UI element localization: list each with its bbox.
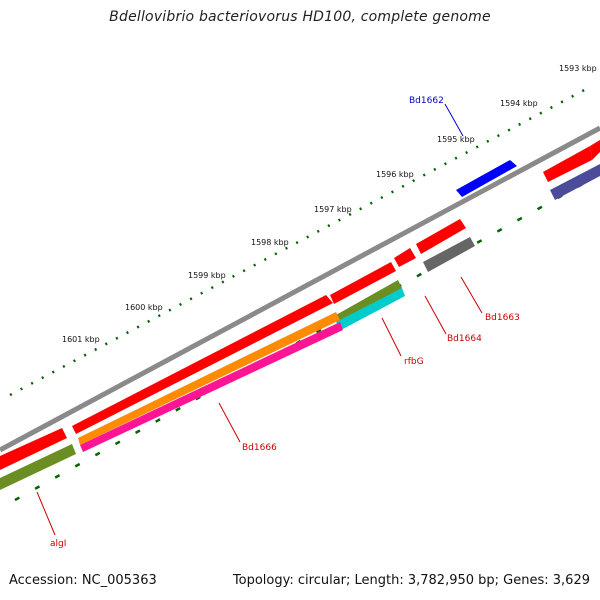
leader-algi bbox=[36, 491, 56, 536]
kbp-label-1597: 1597 kbp bbox=[314, 205, 352, 214]
kbp-label-1594: 1594 kbp bbox=[500, 99, 538, 108]
kbp-label-1596: 1596 kbp bbox=[376, 170, 414, 179]
gene-forward-6[interactable] bbox=[72, 295, 333, 434]
gene-label-bd1666[interactable]: Bd1666 bbox=[242, 443, 277, 453]
gene-label-bd1663[interactable]: Bd1663 bbox=[485, 313, 520, 323]
gene-leader-lines bbox=[36, 103, 483, 536]
kbp-label-1593: 1593 kbp bbox=[559, 64, 597, 73]
genome-summary-text: Topology: circular; Length: 3,782,950 bp… bbox=[232, 573, 590, 588]
ruler-outer-ticks bbox=[9, 85, 591, 397]
gene-algi[interactable] bbox=[0, 444, 76, 490]
leader-bd1662 bbox=[444, 103, 464, 137]
accession-text: Accession: NC_005363 bbox=[9, 573, 157, 588]
gene-forward-7[interactable] bbox=[0, 428, 67, 470]
gene-forward-5[interactable] bbox=[330, 262, 396, 304]
gene-bd1666-magenta[interactable] bbox=[80, 322, 343, 452]
gene-label-bd1662[interactable]: Bd1662 bbox=[409, 96, 444, 106]
kbp-label-1599: 1599 kbp bbox=[188, 271, 226, 280]
gene-forward-3[interactable] bbox=[416, 219, 466, 254]
leader-bd1664 bbox=[424, 295, 447, 335]
gene-forward-2[interactable] bbox=[590, 140, 600, 160]
gene-label-algi[interactable]: algI bbox=[50, 539, 66, 549]
gene-forward-1[interactable] bbox=[543, 146, 592, 182]
kbp-label-1600: 1600 kbp bbox=[125, 303, 163, 312]
leader-bd1663 bbox=[460, 276, 483, 314]
backbone bbox=[0, 125, 600, 453]
leader-bd1666 bbox=[218, 402, 241, 443]
gene-label-rfbg[interactable]: rfbG bbox=[404, 357, 424, 367]
kbp-label-1595: 1595 kbp bbox=[437, 135, 475, 144]
kbp-label-1598: 1598 kbp bbox=[251, 238, 289, 247]
gene-rfbg-olive[interactable] bbox=[336, 280, 402, 322]
gene-reverse-purple[interactable] bbox=[550, 164, 600, 200]
gene-rfbg-cyan[interactable] bbox=[336, 288, 405, 330]
gene-bd1663[interactable] bbox=[423, 237, 475, 272]
gene-label-bd1664[interactable]: Bd1664 bbox=[447, 334, 482, 344]
kbp-labels: 1593 kbp 1594 kbp 1595 kbp 1596 kbp 1597… bbox=[62, 64, 597, 344]
gene-forward-4[interactable] bbox=[394, 248, 416, 267]
leader-rfbg bbox=[381, 317, 402, 357]
gene-bd1666-orange[interactable] bbox=[78, 312, 340, 445]
gene-labels: Bd1662 Bd1663 Bd1664 rfbG Bd1666 algI bbox=[50, 96, 520, 549]
kbp-label-1601: 1601 kbp bbox=[62, 335, 100, 344]
genome-title: Bdellovibrio bacteriovorus HD100, comple… bbox=[109, 9, 491, 25]
gene-bd1662[interactable] bbox=[456, 160, 517, 197]
